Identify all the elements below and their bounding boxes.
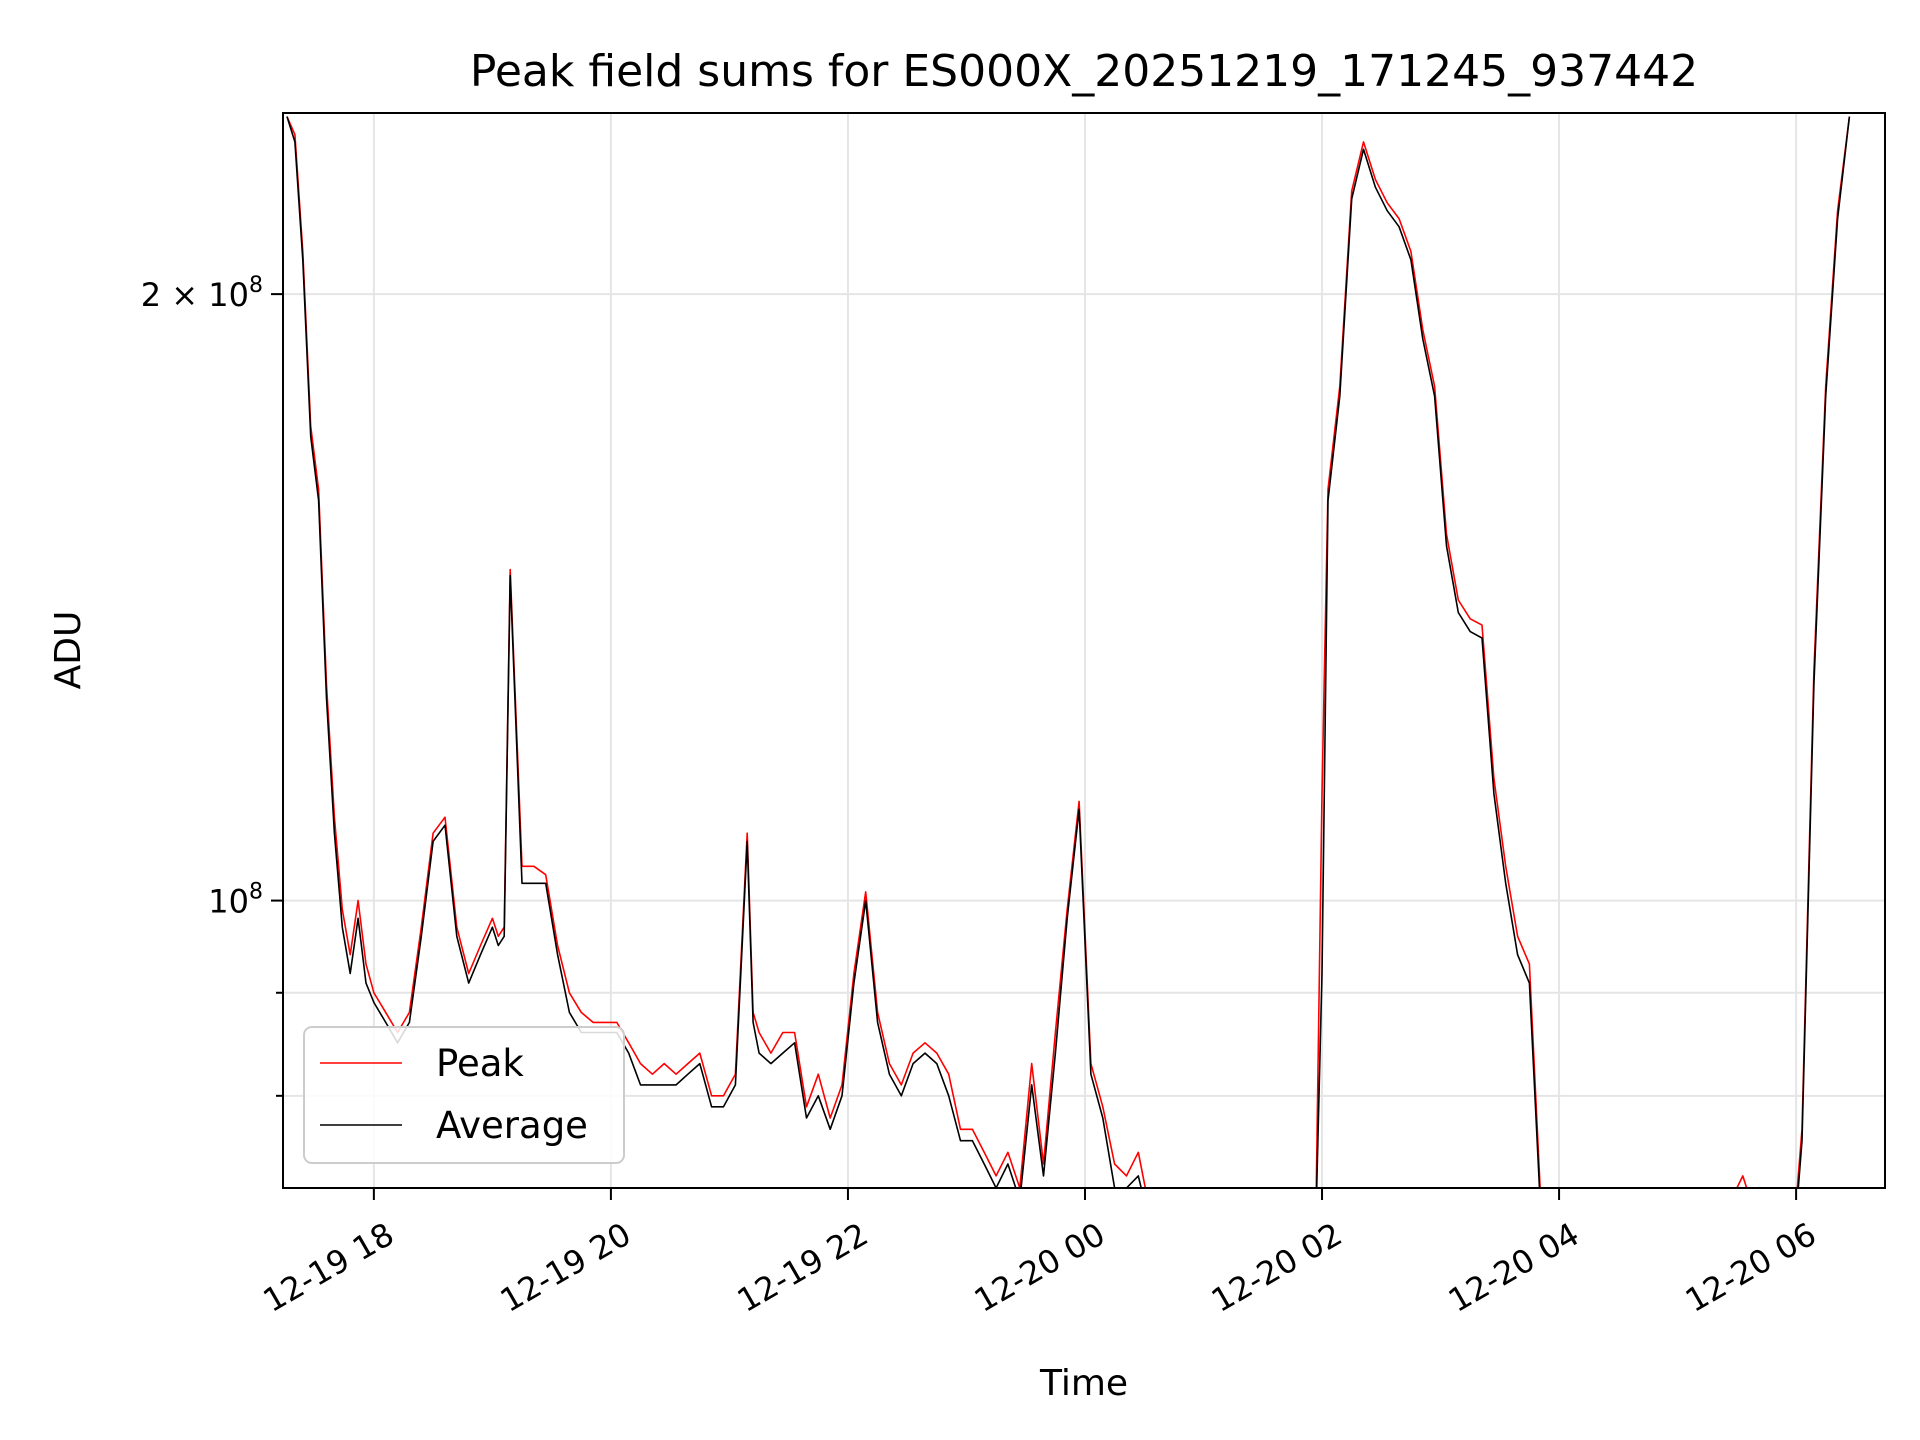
x-tick-label: 12-19 18	[257, 1215, 401, 1320]
x-tick-label: 12-20 04	[1442, 1215, 1586, 1320]
y-tick-label: 2 × 108	[141, 273, 263, 314]
grid	[283, 113, 1885, 1188]
chart-title: Peak field sums for ES000X_20251219_1712…	[470, 46, 1698, 97]
x-tick-label: 12-19 22	[731, 1215, 875, 1320]
x-axis-ticks: 12-19 18 12-19 20 12-19 22 12-20 00 12-20 02…	[257, 1188, 1823, 1320]
legend: Peak Average	[303, 1026, 625, 1164]
legend-label-peak: Peak	[436, 1042, 524, 1085]
y-axis-ticks: 108 2 × 108	[141, 273, 283, 1097]
x-tick-label: 12-20 02	[1205, 1215, 1349, 1320]
x-tick-label: 12-19 20	[494, 1215, 638, 1320]
series-group	[286, 116, 1851, 1188]
x-axis-label: Time	[1039, 1363, 1128, 1404]
y-tick-label: 108	[208, 880, 263, 921]
legend-label-average: Average	[436, 1104, 588, 1147]
y-axis-label: ADU	[48, 611, 89, 690]
legend-frame	[303, 1026, 625, 1164]
series-line-average	[286, 116, 1851, 1188]
x-tick-label: 12-20 00	[968, 1215, 1112, 1320]
x-tick-label: 12-20 06	[1679, 1215, 1823, 1320]
